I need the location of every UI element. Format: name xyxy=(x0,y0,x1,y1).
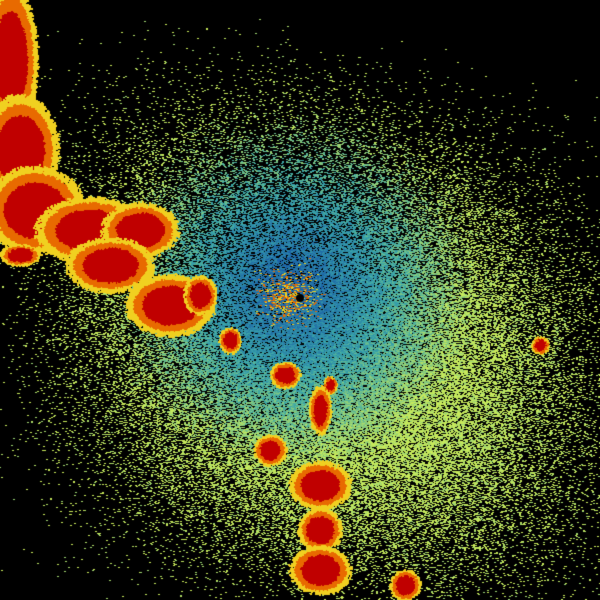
radar-echo-canvas xyxy=(0,0,600,600)
radar-image xyxy=(0,0,600,600)
